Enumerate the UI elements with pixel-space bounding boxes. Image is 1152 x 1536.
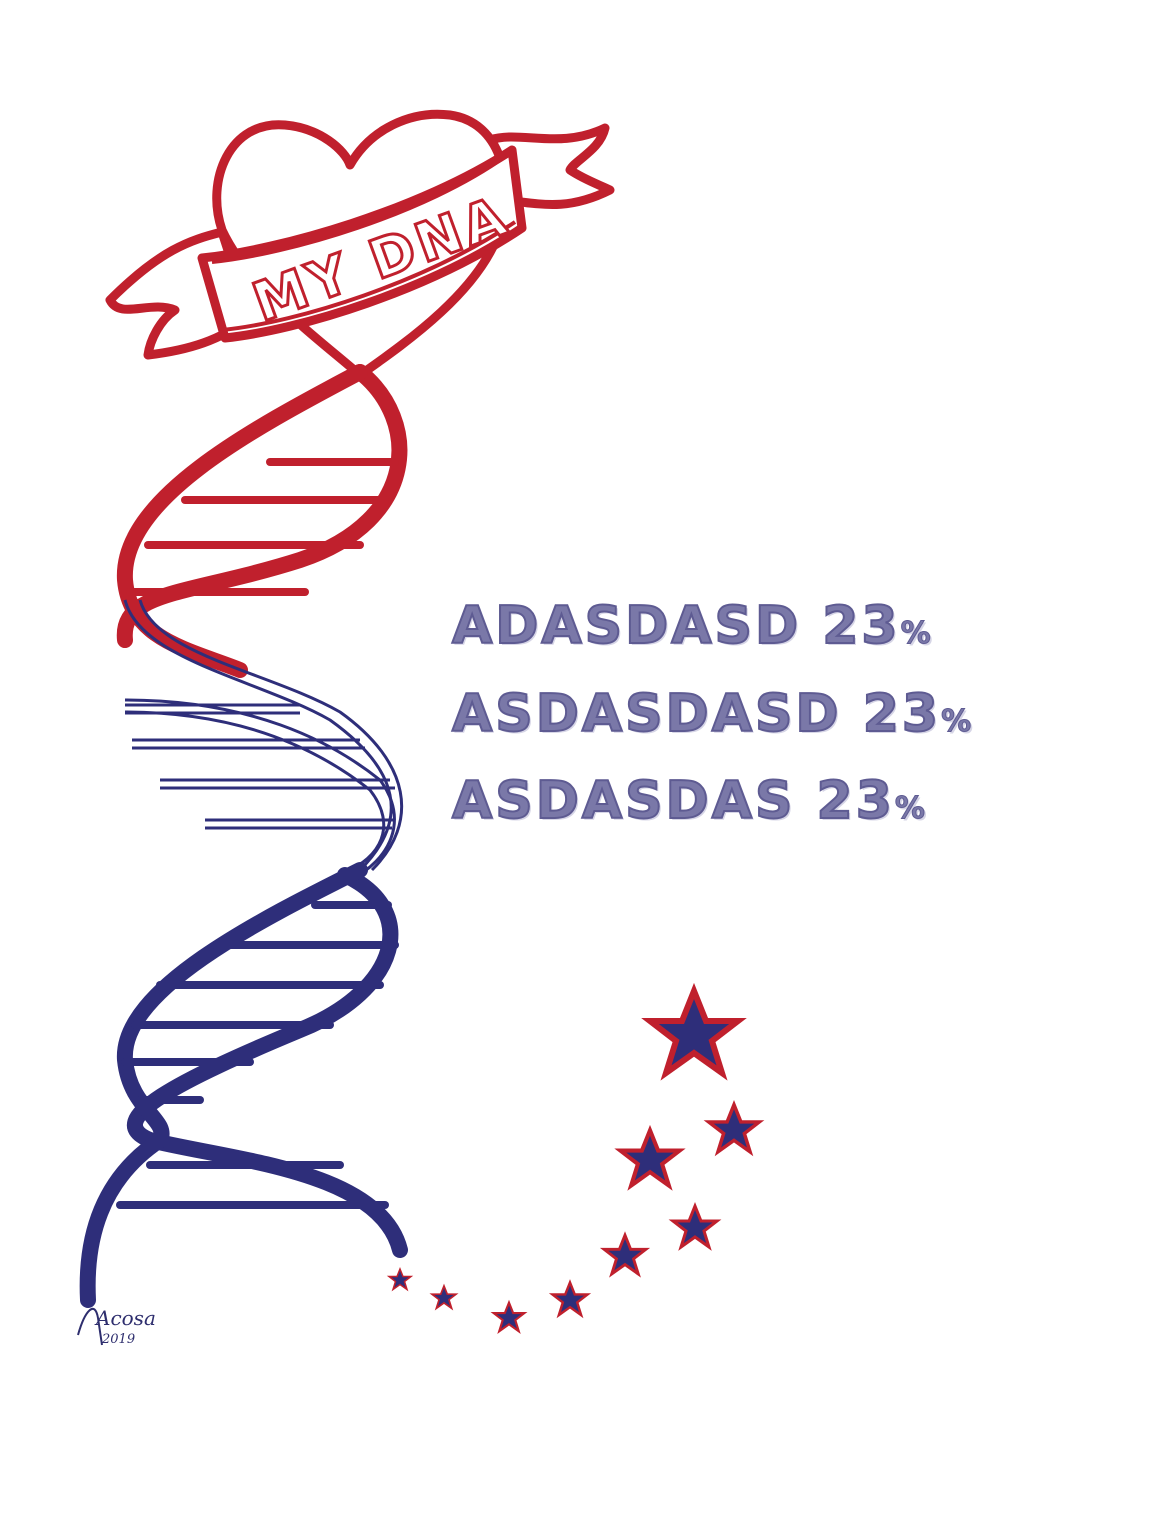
signature-name: Acosa	[94, 1306, 156, 1330]
stat-line: ASDASDAS 23%	[452, 775, 925, 827]
dna-helix-icon	[88, 372, 402, 1300]
star-icon	[650, 991, 738, 1073]
heart-icon: MY DNA	[110, 114, 610, 375]
star-icon	[673, 1206, 717, 1247]
star-icon	[432, 1286, 456, 1309]
stat-value: 23	[822, 596, 900, 656]
stat-line: ADASDASD 23%	[452, 600, 931, 652]
star-icon	[620, 1130, 679, 1185]
stat-value: 23	[863, 684, 941, 744]
star-icon	[389, 1269, 411, 1290]
stat-unit: %	[901, 616, 931, 651]
star-icon	[604, 1235, 646, 1274]
signature: Acosa 2019	[78, 1306, 156, 1347]
stat-unit: %	[941, 704, 971, 739]
star-icon	[552, 1282, 587, 1315]
stat-unit: %	[895, 791, 925, 826]
stat-name: ADASDASD	[452, 596, 801, 656]
stat-value: 23	[817, 771, 895, 831]
stars-group	[389, 991, 759, 1331]
stat-name: ASDASDAS	[452, 771, 795, 831]
stat-name: ASDASDASD	[452, 684, 842, 744]
star-icon	[709, 1105, 760, 1152]
signature-year: 2019	[101, 1332, 135, 1347]
star-icon	[494, 1303, 525, 1332]
stat-line: ASDASDASD 23%	[452, 688, 971, 740]
